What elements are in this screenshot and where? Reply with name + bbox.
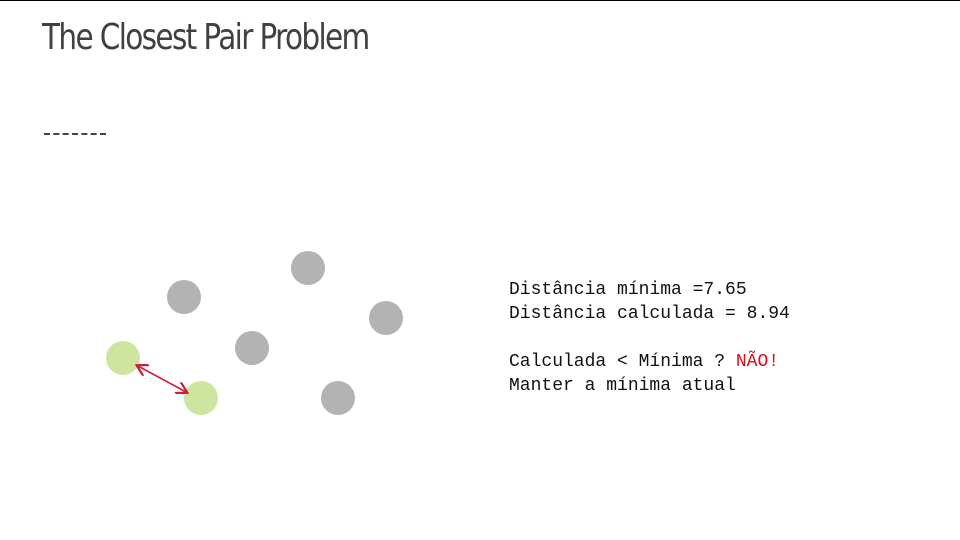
text-block: Distância mínima =7.65 Distância calculad… [509,278,790,398]
answer: NÃO! [735,352,780,372]
distance-arrow [138,366,186,392]
point [369,301,403,335]
question-line: Calculada < Mínima ? NÃO! [509,350,790,374]
text-line: Manter a mínima atual [509,376,736,396]
divider [44,133,106,135]
text-line: Distância mínima =7.65 [509,280,747,300]
point [291,251,325,285]
spacer: ​ [509,326,790,350]
title: The Closest Pair Problem [42,17,370,58]
points [167,251,403,415]
point [167,280,201,314]
point [235,331,269,365]
selected-point [106,341,140,375]
selected-point [184,381,218,415]
point [321,381,355,415]
question: Calculada < Mínima ? [509,352,726,372]
text-line: Distância calculada = 8.94 [509,304,790,324]
